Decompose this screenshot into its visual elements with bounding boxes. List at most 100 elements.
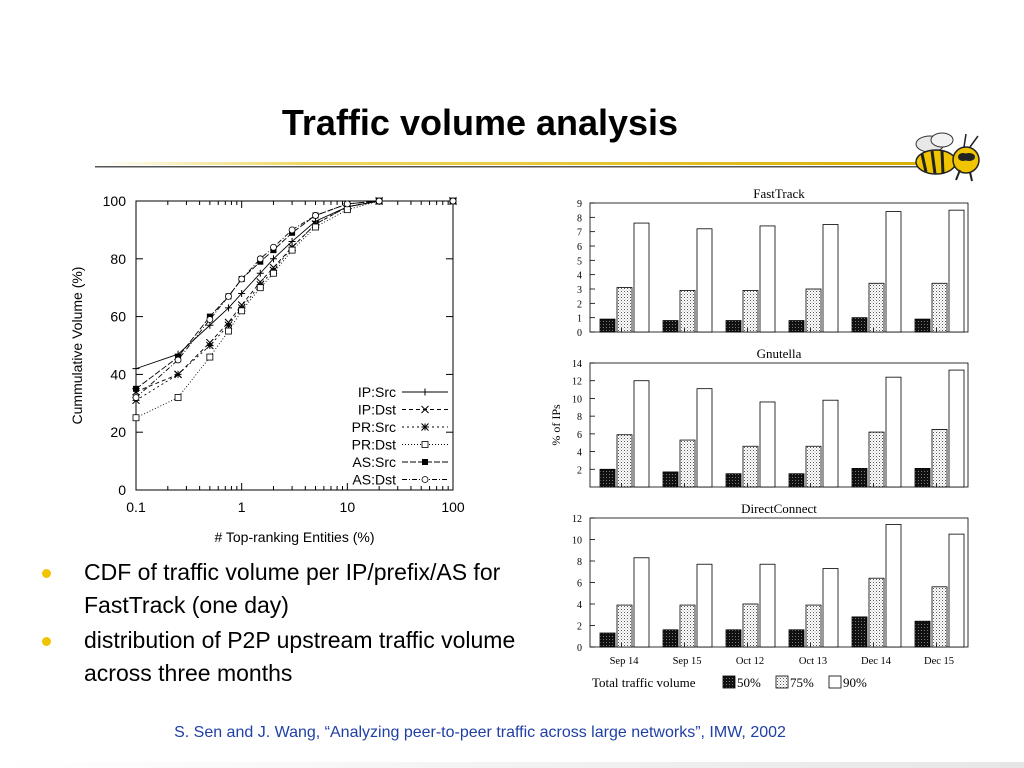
bullet-item: distribution of P2P upstream traffic vol… bbox=[42, 624, 562, 690]
data-point bbox=[270, 269, 277, 277]
data-point bbox=[224, 321, 233, 330]
y-tick-label: 9 bbox=[577, 199, 582, 210]
data-point bbox=[132, 414, 140, 422]
data-point bbox=[133, 385, 139, 392]
panel-frame bbox=[589, 362, 969, 488]
bar-50pct bbox=[662, 320, 679, 333]
data-point bbox=[225, 327, 232, 335]
bar-90pct bbox=[885, 211, 902, 333]
bar-75pct bbox=[868, 577, 885, 648]
legend-title: Total traffic volume bbox=[592, 675, 696, 690]
y-tick-label: 4 bbox=[577, 448, 582, 459]
bar-90pct bbox=[633, 380, 650, 488]
bar-90pct bbox=[822, 224, 839, 333]
x-tick-label: Sep 14 bbox=[610, 656, 640, 667]
bullet-dot-icon bbox=[42, 569, 51, 578]
bar-75pct bbox=[616, 287, 633, 333]
y-tick-label: 10 bbox=[572, 536, 582, 547]
bar-90pct bbox=[885, 376, 902, 488]
y-tick-label: 3 bbox=[577, 285, 582, 296]
data-point bbox=[206, 321, 214, 329]
data-point bbox=[174, 370, 182, 379]
y-tick-label: 0 bbox=[118, 482, 126, 498]
cdf-chart: 0.1 1 10 100 0 20 40 60 80 100 # Top-ranking Entit… bbox=[69, 193, 465, 545]
bar-90pct bbox=[885, 524, 902, 648]
y-tick-label: 10 bbox=[572, 394, 582, 405]
y-tick-label: 40 bbox=[110, 366, 126, 382]
y-tick-label: 6 bbox=[577, 242, 582, 253]
bar-90pct bbox=[948, 533, 965, 648]
y-tick-label: 12 bbox=[572, 377, 582, 388]
legend-label: PR:Src bbox=[352, 419, 396, 435]
bullet-dot-icon bbox=[42, 637, 51, 646]
data-point bbox=[132, 394, 140, 401]
y-tick-label: 0 bbox=[577, 643, 582, 654]
legend-label: PR:Dst bbox=[352, 437, 396, 453]
legend-swatch bbox=[722, 675, 736, 689]
x-tick-label: 1 bbox=[238, 499, 246, 515]
legend-label: AS:Dst bbox=[352, 472, 396, 488]
y-tick-label: 14 bbox=[572, 359, 582, 370]
bar-90pct bbox=[759, 563, 776, 648]
bar-75pct bbox=[742, 290, 759, 333]
bar-75pct bbox=[616, 604, 633, 648]
bar-90pct bbox=[948, 209, 965, 333]
bar-90pct bbox=[822, 568, 839, 648]
bar-90pct bbox=[633, 222, 650, 333]
series-line bbox=[135, 200, 453, 390]
data-point bbox=[174, 356, 182, 364]
data-point bbox=[132, 365, 140, 373]
y-tick-label: 80 bbox=[110, 251, 126, 267]
x-tick-label: 0.1 bbox=[126, 499, 146, 515]
bullet-list: CDF of traffic volume per IP/prefix/AS f… bbox=[42, 556, 562, 692]
bar-75pct bbox=[742, 445, 759, 488]
series-ip-dst bbox=[132, 197, 457, 396]
data-point bbox=[422, 459, 428, 465]
bar-75pct bbox=[679, 290, 696, 333]
bar-50pct bbox=[788, 473, 805, 488]
plot-frame bbox=[135, 200, 454, 491]
data-point bbox=[256, 269, 264, 277]
series-as-src bbox=[133, 198, 456, 392]
y-axis-label: % of IPs bbox=[549, 404, 563, 446]
data-point bbox=[238, 275, 246, 283]
bar-75pct bbox=[742, 603, 759, 648]
data-point bbox=[206, 353, 214, 361]
footer-divider bbox=[0, 762, 1024, 768]
x-tick-label: Sep 15 bbox=[673, 656, 702, 667]
data-point bbox=[270, 243, 277, 251]
y-tick-label: 12 bbox=[572, 514, 582, 525]
data-point bbox=[312, 212, 319, 219]
bar-75pct bbox=[931, 586, 948, 648]
y-axis-label: Cummulative Volume (%) bbox=[69, 267, 85, 425]
y-tick-label: 8 bbox=[577, 412, 582, 423]
bar-50pct bbox=[599, 632, 616, 648]
panel-frame bbox=[589, 517, 969, 648]
bar-90pct bbox=[696, 388, 713, 488]
legend-label: 90% bbox=[843, 675, 867, 690]
bar-90pct bbox=[633, 557, 650, 648]
slide-title: Traffic volume analysis bbox=[281, 102, 679, 143]
y-tick-label: 2 bbox=[577, 465, 582, 476]
legend-label: AS:Src bbox=[352, 454, 396, 470]
bar-75pct bbox=[868, 431, 885, 488]
series-as-dst bbox=[132, 197, 457, 401]
bar-50pct bbox=[788, 629, 805, 648]
bar-90pct bbox=[822, 399, 839, 488]
bar-50pct bbox=[788, 320, 805, 333]
bar-75pct bbox=[805, 445, 822, 488]
bar-50pct bbox=[914, 318, 931, 333]
legend-label: IP:Src bbox=[358, 384, 396, 400]
citation: S. Sen and J. Wang, “Analyzing peer-to-p… bbox=[174, 724, 786, 741]
y-tick-label: 6 bbox=[577, 579, 582, 590]
data-point bbox=[421, 476, 429, 483]
data-point bbox=[343, 200, 351, 208]
bar-50pct bbox=[599, 468, 616, 488]
bar-75pct bbox=[868, 282, 885, 333]
x-tick-label: 100 bbox=[441, 499, 465, 515]
bar-90pct bbox=[759, 401, 776, 488]
bar-50pct bbox=[725, 473, 742, 488]
y-tick-label: 100 bbox=[103, 193, 127, 209]
series-line bbox=[135, 200, 453, 401]
data-point bbox=[174, 394, 182, 401]
